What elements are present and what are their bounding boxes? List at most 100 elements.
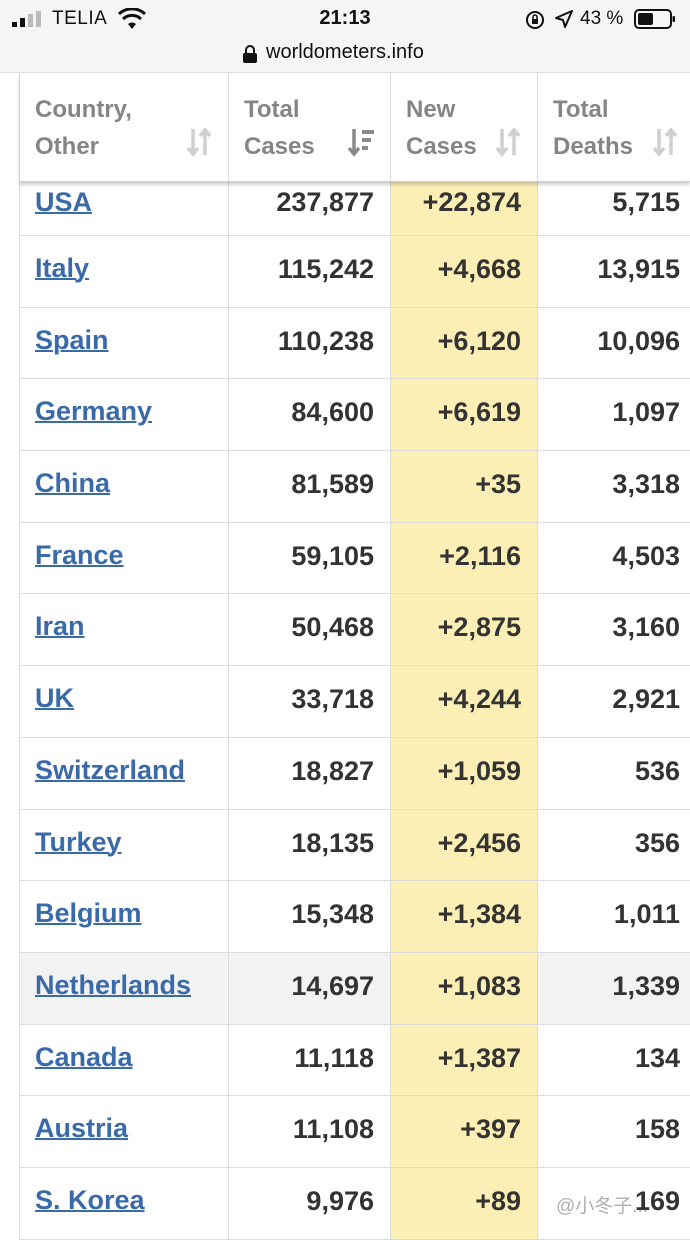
battery-icon bbox=[634, 9, 675, 29]
url-text[interactable]: worldometers.info bbox=[266, 41, 424, 63]
total-cell: 115,242 bbox=[228, 236, 390, 307]
deaths-cell: 5,715 bbox=[537, 181, 690, 235]
new-cases-value: +1,384 bbox=[437, 899, 521, 930]
deaths-cell: 134 bbox=[537, 1024, 690, 1096]
total-cases-value: 33,718 bbox=[291, 684, 374, 715]
total-cell: 59,105 bbox=[228, 522, 390, 594]
country-link[interactable]: Netherlands bbox=[35, 969, 192, 1000]
total-cell: 33,718 bbox=[228, 666, 390, 737]
country-cell: UK bbox=[19, 666, 228, 737]
carrier-name: TELIA bbox=[52, 8, 108, 29]
country-link[interactable]: USA bbox=[35, 187, 93, 217]
total-cell: 15,348 bbox=[228, 881, 390, 952]
country-link[interactable]: Iran bbox=[35, 611, 85, 642]
total-cases-value: 50,468 bbox=[291, 612, 374, 643]
new-cell: +2,875 bbox=[390, 594, 537, 666]
total-deaths-value: 10,096 bbox=[597, 325, 680, 356]
sort-icon[interactable] bbox=[495, 127, 521, 157]
new-cases-value: +35 bbox=[475, 469, 521, 500]
total-deaths-value: 169 bbox=[634, 1185, 680, 1216]
status-bar: TELIA 21:13 43 % bbox=[0, 0, 690, 38]
country-link[interactable]: France bbox=[35, 539, 124, 570]
total-deaths-value: 13,915 bbox=[597, 254, 680, 284]
country-link[interactable]: Turkey bbox=[35, 826, 122, 857]
country-link[interactable]: Spain bbox=[35, 324, 109, 355]
total-deaths-value: 5,715 bbox=[612, 187, 680, 217]
total-cases-value: 14,697 bbox=[291, 970, 374, 1001]
deaths-cell: 10,096 bbox=[537, 307, 690, 379]
sort-icon[interactable] bbox=[652, 127, 678, 157]
total-cases-value: 11,108 bbox=[292, 1114, 374, 1145]
country-cell: Canada bbox=[19, 1024, 228, 1096]
new-cell: +2,116 bbox=[390, 522, 537, 594]
new-cell: +1,059 bbox=[390, 737, 537, 809]
country-cell: France bbox=[19, 522, 228, 594]
country-link[interactable]: Canada bbox=[35, 1041, 133, 1072]
deaths-cell: 169 bbox=[537, 1167, 690, 1239]
country-cell: Netherlands bbox=[19, 952, 228, 1024]
country-cell: Iran bbox=[19, 594, 228, 666]
total-cell: 50,468 bbox=[228, 594, 390, 666]
new-cell: +4,244 bbox=[390, 666, 537, 737]
total-deaths-value: 536 bbox=[634, 755, 680, 786]
total-cases-value: 15,348 bbox=[291, 899, 374, 930]
total-cases-value: 237,877 bbox=[276, 187, 374, 217]
total-cases-value: 84,600 bbox=[291, 397, 374, 428]
new-cell: +35 bbox=[390, 451, 537, 522]
new-cases-value: +1,387 bbox=[437, 1042, 521, 1073]
country-cell: Austria bbox=[19, 1096, 228, 1167]
country-cell: Turkey bbox=[19, 809, 228, 881]
deaths-cell: 356 bbox=[537, 809, 690, 881]
new-cases-value: +6,120 bbox=[437, 325, 521, 356]
new-cases-value: +4,668 bbox=[437, 254, 521, 284]
column-header-total-deaths[interactable]: Total Deaths bbox=[537, 73, 690, 181]
deaths-cell: 1,011 bbox=[537, 881, 690, 952]
total-cases-value: 115,242 bbox=[277, 254, 374, 284]
country-cell: Spain bbox=[19, 307, 228, 379]
total-deaths-value: 3,160 bbox=[612, 612, 680, 643]
column-header-total-cases[interactable]: Total Cases bbox=[228, 73, 390, 181]
table-row: Switzerland 18,827 +1,059 536 bbox=[19, 737, 690, 810]
country-link[interactable]: UK bbox=[35, 683, 74, 714]
new-cases-value: +1,059 bbox=[437, 755, 521, 786]
table-row: France 59,105 +2,116 4,503 bbox=[19, 522, 690, 595]
deaths-cell: 3,318 bbox=[537, 451, 690, 522]
sort-icon[interactable] bbox=[186, 127, 212, 157]
country-link[interactable]: Austria bbox=[35, 1113, 129, 1144]
location-icon bbox=[555, 10, 573, 28]
battery-percentage: 43 % bbox=[580, 8, 624, 29]
deaths-cell: 3,160 bbox=[537, 594, 690, 666]
total-cases-value: 11,118 bbox=[294, 1042, 374, 1073]
table-row: China 81,589 +35 3,318 bbox=[19, 451, 690, 523]
country-link[interactable]: Germany bbox=[35, 396, 153, 427]
total-cases-value: 18,827 bbox=[291, 755, 374, 786]
column-header-label: Total Deaths bbox=[553, 96, 634, 160]
column-header-country[interactable]: Country, Other bbox=[19, 73, 228, 181]
new-cell: +1,083 bbox=[390, 952, 537, 1024]
total-cell: 18,135 bbox=[228, 809, 390, 881]
country-cell: China bbox=[19, 451, 228, 522]
total-deaths-value: 158 bbox=[634, 1114, 680, 1145]
watermark-text: @小冬子... bbox=[556, 1196, 649, 1217]
total-cases-value: 9,976 bbox=[306, 1185, 374, 1216]
address-bar[interactable]: worldometers.info bbox=[0, 38, 690, 73]
country-link[interactable]: Switzerland bbox=[35, 754, 186, 785]
table-body: USA 237,877 +22,874 5,715 Italy 115,242 +4,668… bbox=[19, 181, 690, 1240]
country-link[interactable]: China bbox=[35, 468, 111, 499]
country-link[interactable]: S. Korea bbox=[35, 1184, 145, 1215]
total-cases-value: 18,135 bbox=[291, 827, 374, 858]
table-row: Canada 11,118 +1,387 134 bbox=[19, 1024, 690, 1097]
column-header-new-cases[interactable]: New Cases bbox=[390, 73, 537, 181]
table-row: Austria 11,108 +397 158 bbox=[19, 1096, 690, 1168]
new-cases-value: +4,244 bbox=[437, 684, 521, 715]
country-cell: USA bbox=[19, 181, 228, 235]
sort-descending-icon[interactable] bbox=[347, 127, 375, 157]
total-cell: 11,118 bbox=[228, 1024, 390, 1096]
total-cases-value: 110,238 bbox=[277, 325, 374, 356]
country-link[interactable]: Belgium bbox=[35, 898, 142, 929]
new-cell: +2,456 bbox=[390, 809, 537, 881]
total-deaths-value: 1,339 bbox=[612, 970, 680, 1001]
country-link[interactable]: Italy bbox=[35, 253, 90, 283]
new-cases-value: +1,083 bbox=[437, 970, 521, 1001]
rotation-lock-icon bbox=[526, 11, 544, 29]
